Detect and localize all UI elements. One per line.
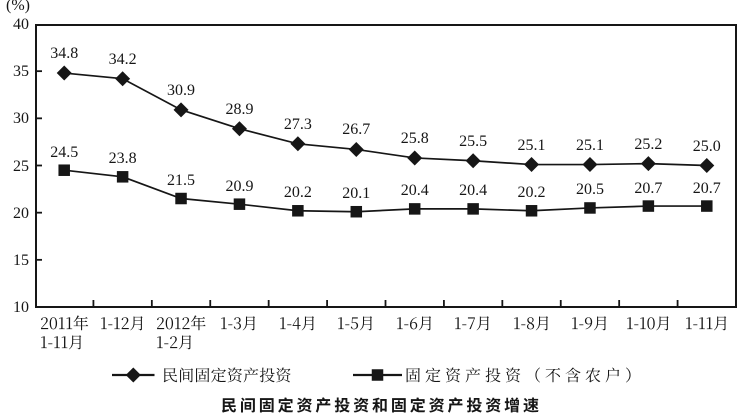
x-tick-label xyxy=(626,316,669,331)
data-label: 27.3 xyxy=(283,115,312,133)
marker-diamond xyxy=(231,121,247,137)
y-axis-unit-label: (%) xyxy=(6,0,30,14)
data-label: 28.9 xyxy=(225,100,254,118)
x-tick-label xyxy=(396,316,431,331)
data-label: 25.1 xyxy=(575,136,604,154)
data-label: 21.5 xyxy=(167,172,196,190)
marker-square xyxy=(701,200,713,212)
data-label: 20.9 xyxy=(225,177,254,195)
x-tick-label xyxy=(100,316,143,331)
x-tick-label xyxy=(338,316,373,331)
data-label: 25.8 xyxy=(400,129,429,147)
data-label: 25.0 xyxy=(692,137,721,155)
y-tick-label: 30 xyxy=(13,110,29,128)
data-label: 34.8 xyxy=(50,45,79,63)
x-tick-label xyxy=(685,316,726,331)
data-label: 20.5 xyxy=(575,181,604,199)
marker-diamond xyxy=(640,156,656,172)
x-tick-label xyxy=(280,316,314,331)
legend-marker-diamond xyxy=(112,366,157,389)
marker-diamond xyxy=(582,157,598,173)
legend-label xyxy=(405,367,641,383)
y-tick-label: 15 xyxy=(13,251,29,269)
data-label: 25.1 xyxy=(517,136,546,154)
data-label: 20.2 xyxy=(283,184,312,202)
y-tick-label: 25 xyxy=(13,157,29,175)
marker-square xyxy=(467,203,479,215)
marker-square xyxy=(408,203,421,215)
data-label: 25.2 xyxy=(634,135,663,153)
marker-square xyxy=(525,205,538,217)
marker-square xyxy=(58,164,70,176)
data-label: 20.4 xyxy=(459,182,488,200)
data-label: 20.2 xyxy=(517,184,546,202)
marker-diamond xyxy=(407,150,423,166)
y-tick-label: 35 xyxy=(13,63,29,81)
legend-item-fixed-investment xyxy=(353,366,638,384)
x-tick-label xyxy=(40,335,81,350)
x-tick-label xyxy=(156,315,206,331)
data-label: 20.1 xyxy=(342,185,371,203)
marker-square xyxy=(584,202,596,214)
marker-square xyxy=(116,171,129,183)
legend-item-private-investment xyxy=(112,366,292,384)
x-tick-label xyxy=(40,315,89,331)
data-label: 23.8 xyxy=(108,150,137,168)
legend-label xyxy=(162,367,291,383)
data-label: 24.5 xyxy=(50,143,79,161)
series-line-0 xyxy=(64,72,707,167)
y-tick-label: 40 xyxy=(13,16,29,33)
data-label: 20.7 xyxy=(634,179,663,197)
marker-diamond xyxy=(524,157,540,173)
marker-square xyxy=(292,205,304,217)
x-tick-label xyxy=(572,316,607,331)
marker-square xyxy=(175,192,187,205)
x-tick-label xyxy=(221,316,256,331)
marker-diamond xyxy=(348,141,364,157)
y-tick-label: 20 xyxy=(13,204,29,222)
marker-square xyxy=(350,205,363,218)
chart-title xyxy=(221,397,539,413)
marker-diamond xyxy=(173,102,189,118)
data-label: 20.4 xyxy=(400,182,429,200)
data-label: 34.2 xyxy=(108,50,137,68)
marker-square xyxy=(233,198,246,210)
marker-diamond xyxy=(56,65,72,81)
x-tick-label xyxy=(455,316,490,331)
marker-diamond xyxy=(290,136,306,152)
marker-diamond xyxy=(465,153,481,169)
data-label: 30.9 xyxy=(167,81,196,99)
x-tick-label xyxy=(513,316,548,331)
x-tick-label xyxy=(156,335,191,350)
marker-square xyxy=(642,200,655,212)
legend-marker-square xyxy=(353,366,404,389)
data-label: 20.7 xyxy=(692,179,721,197)
data-label: 26.7 xyxy=(342,121,371,139)
marker-diamond xyxy=(115,71,131,87)
series-line-1 xyxy=(64,169,707,213)
data-label: 25.5 xyxy=(459,132,488,150)
y-tick-label: 10 xyxy=(13,299,29,316)
marker-diamond xyxy=(699,158,715,173)
